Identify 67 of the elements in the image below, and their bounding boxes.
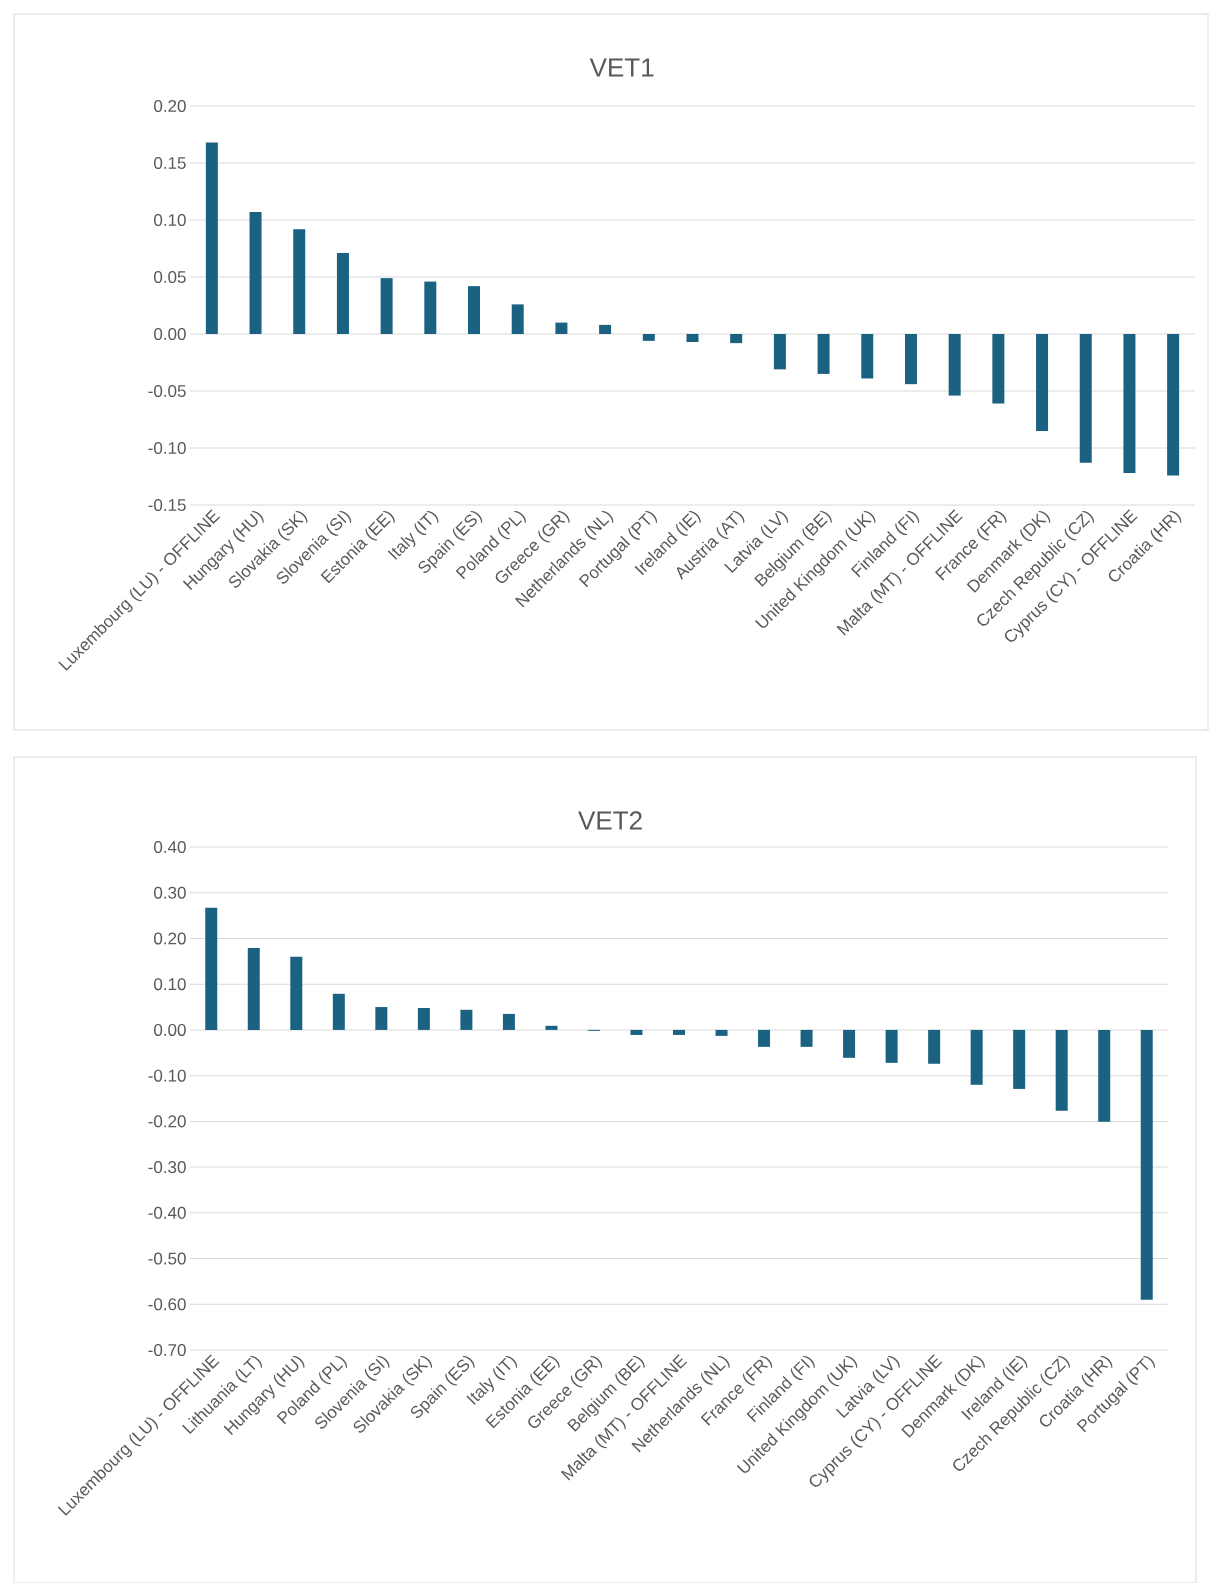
y-tick-label: 0.10 — [154, 978, 186, 991]
bar — [293, 229, 306, 335]
y-tick-label: 0.00 — [154, 1023, 186, 1036]
bar — [460, 1009, 473, 1030]
y-tick-label: -0.40 — [148, 1206, 186, 1219]
bar — [380, 278, 393, 335]
bar — [948, 334, 961, 396]
chart-title: VET1 — [589, 58, 654, 77]
bar — [375, 1007, 388, 1030]
y-tick-label: 0.20 — [154, 99, 186, 113]
bar — [715, 1029, 728, 1036]
bar — [1167, 334, 1180, 476]
bar — [1013, 1029, 1026, 1089]
bar — [992, 334, 1005, 404]
bar — [599, 324, 612, 335]
bar — [885, 1029, 898, 1063]
bar — [290, 956, 303, 1030]
y-tick-label: -0.50 — [148, 1252, 186, 1265]
bar — [555, 322, 568, 335]
bar — [249, 212, 262, 335]
y-tick-label: -0.10 — [148, 441, 186, 455]
bar — [730, 334, 743, 344]
bar — [758, 1029, 771, 1047]
y-tick-label: -0.70 — [148, 1343, 186, 1357]
bar — [642, 334, 655, 341]
bar — [205, 142, 218, 335]
y-tick-label: 0.05 — [154, 270, 186, 284]
bar — [800, 1029, 813, 1047]
bar — [773, 334, 786, 370]
bar — [1123, 334, 1136, 474]
bar — [205, 907, 218, 1030]
y-tick-label: 0.10 — [154, 213, 186, 227]
y-tick-label: -0.30 — [148, 1161, 186, 1174]
y-tick-label: 0.30 — [154, 886, 186, 899]
bar — [545, 1025, 558, 1030]
bar — [502, 1013, 515, 1030]
y-tick-label: 0.20 — [154, 932, 186, 945]
bar — [247, 948, 260, 1030]
bar — [817, 334, 830, 374]
bar — [511, 304, 524, 335]
bar — [630, 1029, 643, 1035]
bar — [332, 993, 345, 1030]
bar — [1036, 334, 1049, 431]
bar — [1140, 1029, 1153, 1300]
bar — [336, 253, 349, 335]
y-tick-label: 0.15 — [154, 156, 186, 170]
bar — [861, 334, 874, 379]
chart-title: VET2 — [578, 811, 642, 830]
bar — [417, 1007, 430, 1030]
y-tick-label: -0.60 — [148, 1298, 186, 1311]
bar — [970, 1029, 983, 1085]
bar — [1098, 1029, 1111, 1122]
bar — [843, 1029, 856, 1058]
bar — [928, 1029, 941, 1064]
y-tick-label: -0.05 — [148, 384, 186, 398]
bar — [424, 281, 437, 335]
y-tick-label: -0.10 — [148, 1069, 186, 1082]
y-tick-label: -0.20 — [148, 1115, 186, 1128]
bar — [686, 334, 699, 342]
bar — [468, 286, 481, 335]
bar — [904, 334, 917, 385]
y-tick-label: -0.15 — [148, 498, 186, 512]
y-tick-label: 0.40 — [154, 840, 186, 854]
bar — [1079, 334, 1092, 463]
y-tick-label: 0.00 — [154, 327, 186, 341]
bar — [673, 1029, 685, 1035]
bar — [1055, 1029, 1068, 1111]
